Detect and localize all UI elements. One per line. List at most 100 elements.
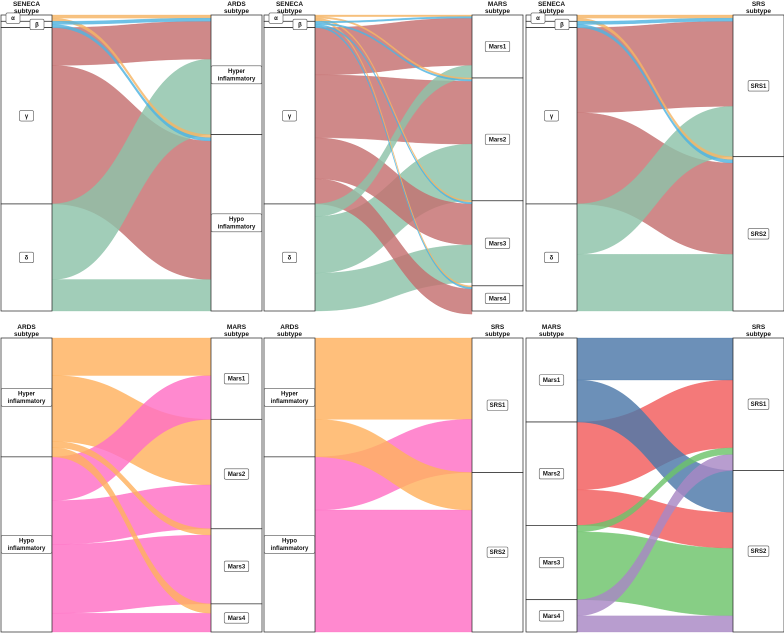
left-node-2-label-box (538, 556, 565, 569)
right-axis-header: subtype (746, 331, 771, 338)
left-node-1-label-box (0, 535, 53, 554)
left-axis-header: MARS (542, 324, 562, 331)
left-node-3-label: δ (288, 255, 292, 261)
right-node-3-label-box (223, 612, 250, 624)
left-axis-header: subtype (539, 331, 564, 338)
left-node-3-label: Mars4 (543, 614, 561, 620)
flow-mars-srs-3-1 (576, 615, 734, 633)
left-node-2-label-box (544, 110, 559, 122)
right-node-1-label-box (223, 468, 250, 480)
panel-ards-srs: HyperinflammatoryHypoinflammatorySRS1SRS… (263, 324, 524, 633)
left-node-0-label: Hyper (18, 392, 36, 398)
right-node-0-label-box (223, 373, 250, 385)
right-node-0-label-box (211, 65, 263, 85)
right-axis-header: ARDS (227, 1, 246, 8)
left-node-1-label: β (35, 22, 39, 28)
right-node-0-label: Mars1 (489, 44, 507, 50)
right-axis-header: subtype (485, 8, 510, 15)
left-node-0-label-box (530, 12, 546, 24)
left-node-0-label-box (538, 374, 565, 386)
left-node-2-label-box (282, 110, 297, 122)
left-node-3-label: δ (25, 255, 29, 261)
left-node-1-label: β (298, 22, 302, 28)
flow-seneca-mars-2-0 (314, 17, 473, 75)
left-node-0-label: inflammatory (271, 399, 309, 405)
left-node-3-label-box (282, 251, 297, 264)
left-axis-header: subtype (277, 8, 302, 15)
flow-seneca-srs-2-0 (576, 21, 734, 113)
left-node-3-label-box (19, 251, 34, 264)
right-node-0-label-box (486, 399, 509, 411)
left-node-0-label-box (0, 388, 53, 407)
right-axis-header: subtype (224, 8, 249, 15)
flow-ards-mars-0-0 (51, 337, 212, 376)
left-node-0-label: α (11, 16, 15, 22)
right-node-1-label: Mars2 (489, 137, 507, 143)
left-node-1-label-box (554, 18, 570, 30)
right-axis-header: subtype (746, 8, 771, 15)
right-node-0-label: Hyper (228, 69, 246, 75)
right-axis-header: SRS (752, 1, 766, 8)
flow-seneca-ards-3-1 (51, 279, 212, 312)
right-node-1-label: Hypo (229, 217, 244, 223)
left-node-0-label: Mars1 (543, 378, 561, 384)
left-node-1-label: Hypo (19, 539, 34, 545)
flow-seneca-srs-3-1 (576, 254, 734, 312)
left-node-3-label-box (538, 610, 565, 622)
right-node-1-label: SRS2 (751, 549, 767, 555)
left-node-0-label: Hyper (281, 392, 299, 398)
left-axis-header: SENECA (538, 1, 565, 8)
left-node-0-label-box (5, 12, 21, 24)
right-node-0-label: SRS1 (751, 402, 767, 408)
right-node-0-label-box (747, 80, 770, 92)
left-node-1-label-box (292, 18, 308, 30)
left-node-3-label: δ (550, 255, 554, 261)
flow-seneca-srs-0-0 (576, 14, 734, 19)
left-node-0-label-box (268, 12, 284, 24)
left-node-0-label-box (263, 388, 315, 407)
flow-seneca-ards-2-0 (51, 21, 212, 66)
left-node-2-label: γ (288, 114, 292, 120)
flow-ards-srs-1-1 (314, 509, 473, 633)
right-node-0-label-box (484, 40, 511, 53)
left-node-1-label: Hypo (282, 539, 297, 545)
left-node-0-label: α (274, 16, 278, 22)
right-node-1-label-box (747, 228, 770, 240)
left-axis-header: subtype (14, 331, 39, 338)
left-node-1-label-box (29, 18, 45, 30)
flow-seneca-mars-0-0 (314, 14, 473, 17)
right-axis-header: subtype (485, 331, 510, 338)
right-node-3-label: Mars4 (228, 616, 246, 622)
right-node-1-label: inflammatory (218, 225, 256, 231)
flow-seneca-ards-0-0 (51, 14, 212, 19)
left-axis-header: subtype (539, 8, 564, 15)
right-node-0-label: inflammatory (218, 77, 256, 83)
right-axis-header: MARS (488, 1, 508, 8)
left-node-2-label-box (19, 110, 34, 122)
right-node-2-label-box (223, 560, 250, 572)
right-axis-header: MARS (227, 324, 247, 331)
left-node-1-label: inflammatory (8, 546, 46, 552)
panel-seneca-ards: α β γ δ Hyper inflammatory Hypo inflammatory SEN… (0, 1, 263, 312)
right-node-0-label: SRS1 (751, 84, 767, 90)
right-node-3-label: Mars4 (489, 296, 507, 302)
left-node-1-label-box (538, 468, 565, 480)
right-node-2-label: Mars3 (489, 241, 507, 247)
left-node-2-label: γ (25, 114, 29, 120)
flow-seneca-mars-2-3 (314, 178, 473, 315)
right-node-1-label-box (486, 546, 509, 558)
left-axis-header: ARDS (280, 324, 299, 331)
panel-seneca-mars: αβγδMars1Mars2Mars3Mars4SENECAsubtypeMAR… (263, 1, 524, 315)
right-node-1-label-box (747, 545, 770, 557)
left-axis-header: SENECA (13, 1, 40, 8)
left-node-2-label: γ (550, 114, 554, 120)
right-node-1-label-box (484, 133, 511, 145)
right-node-0-label-box (747, 398, 770, 410)
right-node-0-label: SRS1 (490, 403, 506, 409)
left-node-3-label-box (544, 251, 559, 264)
left-node-1-label: β (560, 22, 564, 28)
left-node-0-label: inflammatory (8, 399, 46, 405)
right-node-0-label: Mars1 (228, 377, 246, 383)
